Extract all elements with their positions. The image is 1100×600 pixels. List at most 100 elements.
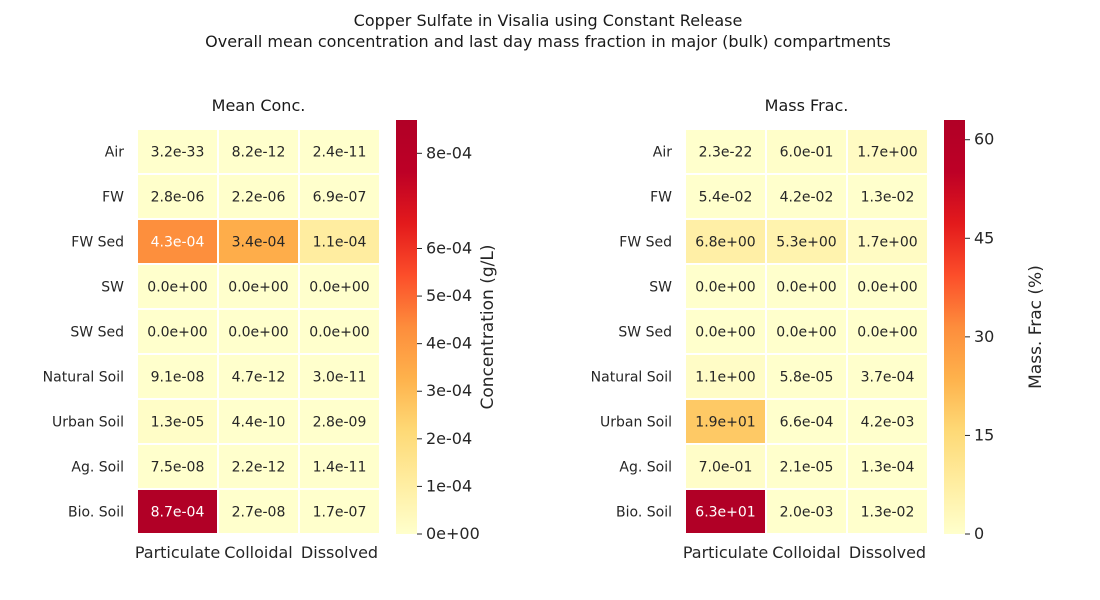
- heatmap-cell: [298, 218, 381, 265]
- colorbar-tick-label: 6e-04: [426, 238, 472, 257]
- cell-label: 0.0e+00: [228, 280, 288, 296]
- colorbar-tick-label: 4e-04: [426, 334, 472, 353]
- cell-label: 0.0e+00: [309, 325, 369, 341]
- cell-label: 0.0e+00: [147, 325, 207, 341]
- row-label: SW Sed: [618, 325, 672, 341]
- cell-label: 0.0e+00: [776, 280, 836, 296]
- cell-label: 3.0e-11: [313, 370, 367, 386]
- heatmap-cell: [765, 128, 848, 175]
- cell-label: 2.8e-09: [313, 415, 367, 431]
- cell-label: 5.3e+00: [776, 235, 836, 251]
- cell-label: 4.3e-04: [151, 235, 205, 251]
- cell-label: 0.0e+00: [228, 325, 288, 341]
- cell-label: 5.8e-05: [780, 370, 834, 386]
- cell-label: 9.1e-08: [151, 370, 205, 386]
- cell-label: 0.0e+00: [147, 280, 207, 296]
- heatmap-cell: [298, 128, 381, 175]
- cell-label: 2.2e-06: [232, 190, 286, 206]
- colorbar: [944, 120, 965, 534]
- heatmap-cell: [217, 488, 300, 535]
- heatmap-cell: [684, 398, 767, 445]
- column-label: Colloidal: [224, 543, 293, 562]
- colorbar-label: Concentration (g/L): [478, 245, 498, 410]
- heatmap-cell: [298, 263, 381, 310]
- cell-label: 6.9e-07: [313, 190, 367, 206]
- heatmap-cell: [765, 353, 848, 400]
- cell-label: 2.8e-06: [151, 190, 205, 206]
- row-label: Urban Soil: [52, 415, 124, 431]
- cell-label: 0.0e+00: [857, 325, 917, 341]
- cell-label: 1.3e-04: [861, 460, 915, 476]
- cell-label: 4.2e-03: [861, 415, 915, 431]
- row-label: FW: [650, 190, 672, 206]
- heatmap-cell: [684, 173, 767, 220]
- row-label: Natural Soil: [591, 370, 672, 386]
- column-label: Dissolved: [301, 543, 378, 562]
- cell-label: 1.1e+00: [695, 370, 755, 386]
- cell-label: 6.0e-01: [780, 145, 834, 161]
- cell-label: 6.6e-04: [780, 415, 834, 431]
- row-label: Ag. Soil: [619, 460, 672, 476]
- cell-label: 1.3e-02: [861, 505, 915, 521]
- heatmap-cell: [298, 353, 381, 400]
- colorbar-tick-label: 5e-04: [426, 286, 472, 305]
- cell-label: 3.7e-04: [861, 370, 915, 386]
- cell-label: 8.2e-12: [232, 145, 286, 161]
- column-label: Dissolved: [849, 543, 926, 562]
- heatmap-cell: [217, 263, 300, 310]
- heatmap-cell: [136, 128, 219, 175]
- cell-label: 6.3e+01: [695, 505, 755, 521]
- heatmap-cell: [846, 173, 929, 220]
- cell-label: 3.4e-04: [232, 235, 286, 251]
- cell-label: 2.3e-22: [699, 145, 753, 161]
- colorbar-tick-label: 60: [974, 130, 994, 149]
- row-label: Bio. Soil: [616, 505, 672, 521]
- cell-label: 6.8e+00: [695, 235, 755, 251]
- row-label: Ag. Soil: [71, 460, 124, 476]
- cell-label: 0.0e+00: [857, 280, 917, 296]
- cell-label: 7.5e-08: [151, 460, 205, 476]
- heatmap-cell: [846, 353, 929, 400]
- row-label: Natural Soil: [43, 370, 124, 386]
- colorbar-tick-label: 3e-04: [426, 381, 472, 400]
- heatmap-cell: [765, 263, 848, 310]
- cell-label: 4.7e-12: [232, 370, 286, 386]
- row-label: SW Sed: [70, 325, 124, 341]
- row-label: Bio. Soil: [68, 505, 124, 521]
- cell-label: 2.1e-05: [780, 460, 834, 476]
- cell-label: 1.7e+00: [857, 145, 917, 161]
- colorbar-tick-label: 30: [974, 327, 994, 346]
- cell-label: 0.0e+00: [776, 325, 836, 341]
- cell-label: 1.7e-07: [313, 505, 367, 521]
- row-label: FW Sed: [71, 235, 124, 251]
- heatmap-cell: [846, 398, 929, 445]
- row-label: SW: [101, 280, 124, 296]
- colorbar-tick-label: 2e-04: [426, 429, 472, 448]
- cell-label: 0.0e+00: [309, 280, 369, 296]
- cell-label: 1.4e-11: [313, 460, 367, 476]
- cell-label: 1.1e-04: [313, 235, 367, 251]
- row-label: FW Sed: [619, 235, 672, 251]
- panel-title: Mass Frac.: [765, 96, 849, 115]
- heatmap-cell: [136, 398, 219, 445]
- heatmap-cell: [298, 488, 381, 535]
- row-label: FW: [102, 190, 124, 206]
- heatmap-cell: [136, 173, 219, 220]
- cell-label: 4.2e-02: [780, 190, 834, 206]
- cell-label: 0.0e+00: [695, 280, 755, 296]
- panel-title: Mean Conc.: [212, 96, 306, 115]
- heatmap-cell: [765, 308, 848, 355]
- row-label: Air: [105, 145, 124, 161]
- heatmap-cell: [136, 443, 219, 490]
- cell-label: 1.3e-02: [861, 190, 915, 206]
- cell-label: 1.7e+00: [857, 235, 917, 251]
- cell-label: 5.4e-02: [699, 190, 753, 206]
- cell-label: 2.4e-11: [313, 145, 367, 161]
- heatmap-cell: [846, 488, 929, 535]
- heatmap-cell: [846, 218, 929, 265]
- heatmap-cell: [298, 398, 381, 445]
- colorbar-tick-label: 0e+00: [426, 524, 480, 543]
- column-label: Particulate: [683, 543, 768, 562]
- colorbar-tick-label: 8e-04: [426, 143, 472, 162]
